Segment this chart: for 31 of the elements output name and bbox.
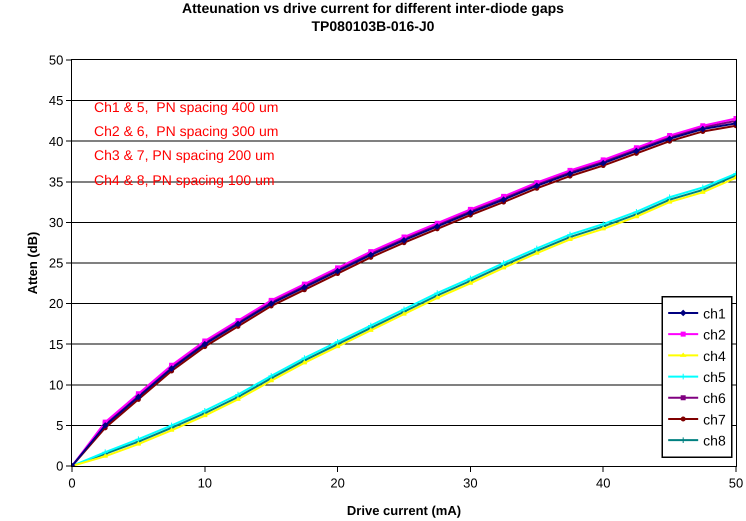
y-tick-label: 20 bbox=[48, 296, 64, 312]
legend-label: ch7 bbox=[703, 411, 726, 428]
y-tick-label: 5 bbox=[56, 418, 64, 433]
y-tick-label: 45 bbox=[48, 93, 64, 108]
y-axis-title: Atten (dB) bbox=[24, 232, 40, 294]
legend-label: ch4 bbox=[703, 348, 726, 364]
y-tick-label: 35 bbox=[48, 174, 64, 190]
x-tick-label: 0 bbox=[68, 476, 76, 491]
y-tick-label: 50 bbox=[48, 52, 64, 68]
annotation: Ch1 & 5, PN spacing 400 um bbox=[94, 99, 278, 115]
x-axis-title: Drive current (mA) bbox=[346, 503, 462, 518]
y-tick-label: 15 bbox=[48, 336, 64, 352]
y-tick-label: 30 bbox=[48, 214, 64, 230]
y-tick-label: 0 bbox=[56, 458, 64, 474]
x-tick-label: 10 bbox=[198, 476, 212, 491]
annotation: Ch2 & 6, PN spacing 300 um bbox=[94, 123, 278, 139]
legend-label: ch5 bbox=[703, 369, 726, 386]
legend-label: ch8 bbox=[703, 432, 726, 449]
x-tick-label: 20 bbox=[330, 476, 345, 491]
x-tick-label: 30 bbox=[463, 476, 478, 491]
x-tick-label: 50 bbox=[728, 476, 744, 491]
x-tick-label: 40 bbox=[596, 476, 610, 491]
y-tick-label: 25 bbox=[48, 256, 64, 271]
chart-subtitle: TP080103B-016-J0 bbox=[312, 18, 435, 34]
y-tick-label: 40 bbox=[48, 134, 64, 149]
legend-label: ch2 bbox=[703, 326, 726, 343]
legend-label: ch1 bbox=[703, 305, 726, 322]
annotation: Ch3 & 7, PN spacing 200 um bbox=[94, 147, 275, 163]
legend-label: ch6 bbox=[703, 390, 726, 406]
chart-title: Atteunation vs drive current for different inter-diode gaps bbox=[182, 0, 564, 16]
y-tick-label: 10 bbox=[48, 377, 64, 392]
